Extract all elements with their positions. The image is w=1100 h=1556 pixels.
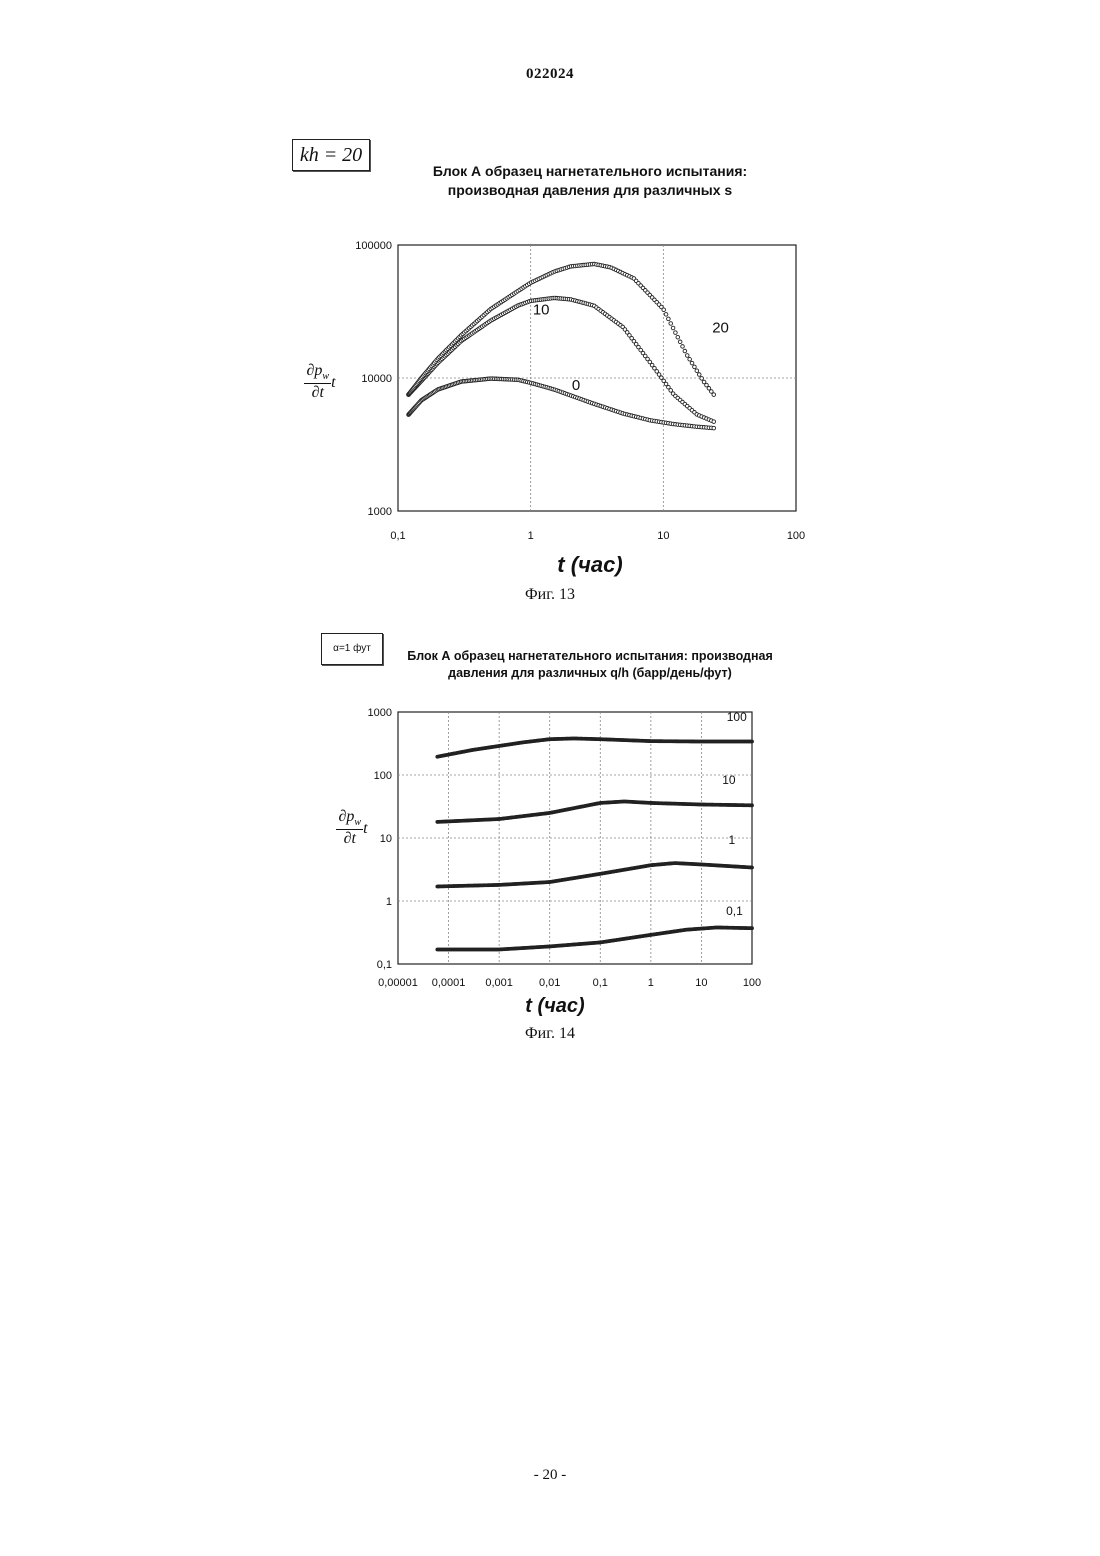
- x-tick-label: 0,001: [485, 977, 513, 989]
- series-20-point: [662, 308, 666, 312]
- series-label-0,1: 0,1: [726, 904, 743, 918]
- y-tick-label: 0,1: [377, 959, 392, 971]
- y-tick-label: 100000: [355, 240, 392, 252]
- series-1-point: [750, 866, 753, 869]
- y-tick-label: 100: [374, 770, 392, 782]
- x-tick-label: 100: [787, 530, 805, 542]
- y-tick-label: 10000: [361, 373, 392, 385]
- series-10-point: [750, 804, 753, 807]
- y-tick-label: 10: [380, 833, 392, 845]
- x-tick-label: 1: [528, 530, 534, 542]
- series-20-point: [681, 345, 685, 349]
- series-0-point: [712, 426, 716, 430]
- x-tick-label: 10: [657, 530, 669, 542]
- chart-14-plot: 0,000010,00010,0010,010,11101000,1110100…: [350, 700, 780, 1000]
- series-20-point: [683, 349, 687, 353]
- series-20-point: [669, 322, 673, 326]
- plot-area: [398, 245, 796, 511]
- x-tick-label: 0,00001: [378, 977, 418, 989]
- series-20-point: [664, 313, 668, 317]
- series-label-1: 1: [729, 833, 736, 847]
- y-tick-label: 1000: [368, 707, 392, 719]
- y-tick-label: 1: [386, 896, 392, 908]
- x-axis-label: t (час): [455, 995, 655, 1018]
- series-label-100: 100: [727, 710, 747, 724]
- series-10-point: [712, 420, 716, 424]
- x-tick-label: 0,1: [390, 530, 405, 542]
- series-20-point: [676, 335, 680, 339]
- series-20-point: [712, 393, 716, 397]
- x-tick-label: 1: [648, 977, 654, 989]
- series-20-point: [688, 357, 692, 361]
- kh-inset: kh = 20: [292, 139, 370, 171]
- chart-title: Блок А образец нагнетательного испытания…: [390, 648, 790, 682]
- figure-caption: Фиг. 13: [450, 586, 650, 604]
- series-label-10: 10: [533, 302, 550, 319]
- series-20-point: [678, 340, 682, 344]
- series-label-10: 10: [722, 773, 736, 787]
- x-tick-label: 0,01: [539, 977, 560, 989]
- series-20-point: [690, 361, 694, 365]
- chart-13-plot: 0,1 1 10 100 1000 10000 100000 0 10 20: [340, 235, 820, 555]
- y-label-numerator: ∂p: [306, 362, 322, 379]
- series-100-point: [750, 740, 753, 743]
- y-label-sub: w: [322, 371, 329, 382]
- x-tick-label: 10: [695, 977, 707, 989]
- series-20-point: [693, 365, 697, 369]
- chart-title-line1: Блок А образец нагнетательного испытания…: [380, 162, 800, 181]
- series-20-point: [695, 369, 699, 373]
- page-number: - 20 -: [0, 1467, 1100, 1484]
- series-20-point: [674, 331, 678, 335]
- y-label-t: t: [331, 374, 335, 391]
- series-label-0: 0: [572, 377, 580, 394]
- series-20-point: [667, 317, 671, 321]
- series-0,1-point: [750, 927, 753, 930]
- series-20-point: [697, 373, 701, 377]
- chart-title: Блок А образец нагнетательного испытания…: [380, 162, 800, 200]
- figure-caption: Фиг. 14: [450, 1025, 650, 1043]
- series-20-point: [671, 326, 675, 330]
- x-tick-label: 0,0001: [432, 977, 466, 989]
- series-label-20: 20: [712, 319, 729, 336]
- x-axis-label: t (час): [490, 552, 690, 578]
- series-20-point: [685, 354, 689, 358]
- x-tick-label: 0,1: [593, 977, 608, 989]
- alpha-inset: α=1 фут: [321, 633, 383, 665]
- chart-title-line1: Блок А образец нагнетательного испытания…: [390, 648, 790, 665]
- y-label-denominator: ∂t: [304, 384, 331, 402]
- document-number: 022024: [0, 66, 1100, 83]
- series-20-point: [700, 377, 704, 381]
- x-tick-label: 100: [743, 977, 761, 989]
- y-tick-label: 1000: [368, 506, 392, 518]
- chart-title-line2: производная давления для различных s: [380, 181, 800, 200]
- chart-title-line2: давления для различных q/h (барр/день/фу…: [390, 665, 790, 682]
